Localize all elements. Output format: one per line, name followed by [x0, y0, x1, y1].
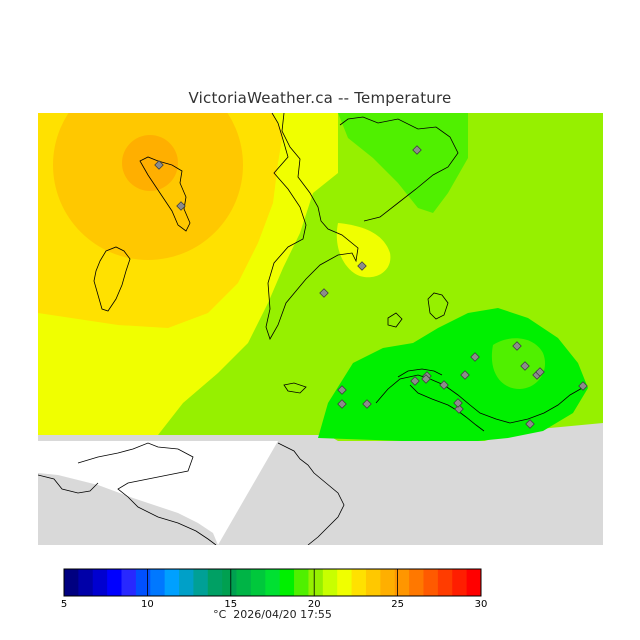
coastlines	[38, 113, 585, 545]
station-marker[interactable]	[578, 381, 588, 391]
station-marker[interactable]	[512, 341, 522, 351]
scale-bin	[179, 569, 194, 596]
south-landmass	[38, 441, 603, 545]
scale-tick-label: 15	[224, 599, 237, 610]
scale-tick-label: 25	[391, 599, 404, 610]
station-marker[interactable]	[421, 374, 431, 384]
scale-bin	[294, 569, 309, 596]
scale-bin	[164, 569, 180, 596]
scale-bin	[92, 569, 108, 596]
station-marker[interactable]	[337, 385, 347, 395]
station-marker[interactable]	[439, 380, 449, 390]
zone-25-26	[122, 135, 178, 191]
scale-bin	[437, 569, 453, 596]
scale-ticks: 5 10 15 20 25 30	[61, 569, 488, 610]
scale-bin	[394, 569, 410, 596]
scale-bin	[207, 569, 223, 596]
map-title: VictoriaWeather.ca -- Temperature	[188, 89, 452, 107]
scale-bin	[265, 569, 281, 596]
station-marker[interactable]	[520, 361, 530, 371]
scale-bin	[250, 569, 266, 596]
station-marker[interactable]	[154, 160, 164, 170]
scale-tick-label: 30	[475, 599, 488, 610]
timestamp: 2026/04/20 17:55	[233, 608, 332, 621]
scale-bin	[150, 569, 166, 596]
scale-bin	[236, 569, 252, 596]
station-marker[interactable]	[337, 399, 347, 409]
scale-bin	[78, 569, 94, 596]
temperature-scale: 5 10 15 20 25 30	[61, 568, 488, 610]
scale-bin	[222, 569, 237, 596]
scale-bin	[466, 569, 482, 596]
scale-bin	[337, 569, 352, 596]
station-marker[interactable]	[470, 352, 480, 362]
scale-bin	[380, 569, 396, 596]
station-marker[interactable]	[454, 404, 464, 414]
scale-tick-label: 10	[141, 599, 154, 610]
temperature-map[interactable]	[38, 113, 603, 545]
scale-bin	[135, 569, 151, 596]
temperature-field	[38, 113, 603, 545]
station-marker[interactable]	[460, 370, 470, 380]
station-markers[interactable]	[154, 145, 588, 429]
zone-20-21-east	[491, 338, 546, 389]
scale-bin	[423, 569, 439, 596]
zone-19-20-north	[338, 113, 468, 213]
station-marker[interactable]	[362, 399, 372, 409]
scale-bin	[452, 569, 468, 596]
unit-label: °C	[213, 608, 227, 621]
station-marker[interactable]	[535, 367, 545, 377]
scale-bin	[279, 569, 295, 596]
scale-tick-label: 5	[61, 599, 67, 610]
station-marker[interactable]	[412, 145, 422, 155]
scale-bin	[351, 569, 367, 596]
station-marker[interactable]	[453, 398, 463, 408]
station-marker[interactable]	[410, 376, 420, 386]
station-marker[interactable]	[525, 419, 535, 429]
scale-bin	[64, 569, 79, 596]
scale-bins	[63, 568, 482, 597]
scale-bin	[365, 569, 381, 596]
zone-21-22	[336, 223, 391, 278]
scale-tick-label: 20	[308, 599, 321, 610]
scale-bin	[322, 569, 338, 596]
station-marker[interactable]	[176, 201, 186, 211]
scale-caption: °C 2026/04/20 17:55	[0, 608, 545, 621]
scale-bin	[121, 569, 137, 596]
station-marker[interactable]	[357, 261, 367, 271]
station-marker[interactable]	[319, 288, 329, 298]
scale-bin	[409, 569, 424, 596]
scale-bin	[308, 569, 324, 596]
scale-bin	[193, 569, 209, 596]
scale-bin	[107, 569, 122, 596]
